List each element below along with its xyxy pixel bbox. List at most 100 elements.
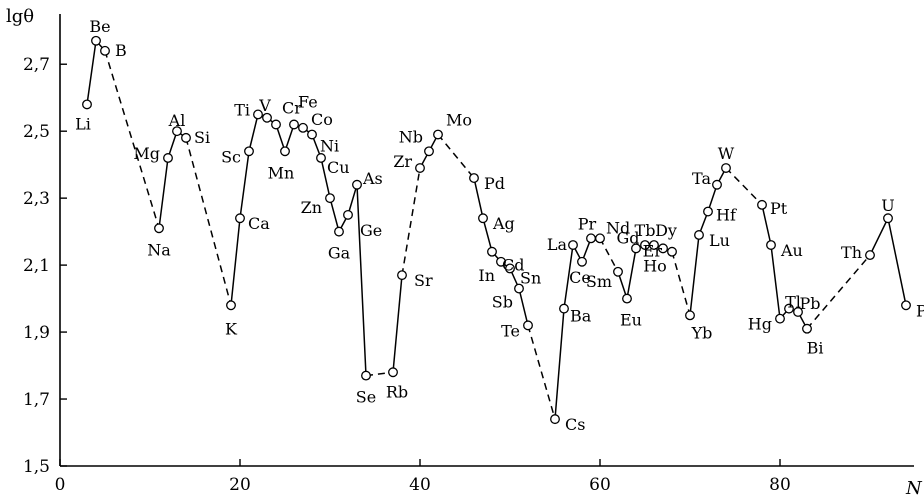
data-point-Ba: [559, 303, 569, 314]
solid-segment: [554, 237, 600, 420]
point-label-B: B: [115, 41, 127, 60]
point-label-Sc: Sc: [221, 147, 241, 166]
point-label-Pd: Pd: [484, 174, 505, 193]
point-label-Pu: Pu: [916, 301, 924, 320]
point-label-Be: Be: [89, 17, 110, 36]
point-label-Ag: Ag: [492, 214, 515, 233]
point-label-Li: Li: [75, 114, 91, 133]
point-label-Ge: Ge: [360, 221, 382, 240]
data-point-Sn: [505, 263, 515, 274]
point-label-Er: Er: [643, 242, 663, 261]
x-axis-label: N: [905, 478, 923, 499]
point-label-Ta: Ta: [692, 169, 711, 188]
point-label-Ce: Ce: [569, 268, 591, 287]
point-label-Tl: Tl: [785, 293, 801, 312]
y-tick-label: 1,9: [23, 323, 50, 343]
data-point-Ho: [658, 243, 668, 254]
dashed-segment: [185, 137, 232, 306]
point-label-Nd: Nd: [606, 218, 630, 237]
point-label-Mn: Mn: [268, 163, 295, 182]
data-point-Ca: [235, 213, 245, 224]
point-label-Au: Au: [780, 241, 803, 260]
data-point-Zn: [325, 193, 335, 204]
data-point-Tl: [784, 303, 794, 314]
data-point-Pu: [901, 300, 911, 311]
data-point-Mn: [280, 146, 290, 157]
point-label-Eu: Eu: [620, 311, 642, 330]
dashed-segment: [104, 50, 160, 229]
point-label-Nb: Nb: [399, 127, 423, 146]
point-label-Fe: Fe: [298, 92, 318, 111]
point-label-Co: Co: [311, 110, 333, 129]
data-point-Nb: [424, 146, 434, 157]
data-point-Sc: [244, 146, 254, 157]
point-label-Rb: Rb: [386, 382, 408, 401]
solid-segment: [869, 215, 907, 306]
data-point-Eu: [622, 293, 632, 304]
point-label-Mo: Mo: [446, 111, 472, 130]
data-points: [82, 35, 911, 425]
solid-segment: [158, 129, 187, 229]
point-label-Pb: Pb: [799, 294, 820, 313]
data-point-La: [568, 240, 578, 250]
data-point-Ti: [253, 109, 263, 120]
data-point-Mg: [163, 153, 173, 163]
y-tick-label: 2,1: [23, 256, 50, 276]
data-point-Au: [766, 240, 776, 250]
point-label-Se: Se: [356, 388, 376, 407]
data-point-Sb: [514, 283, 524, 294]
point-label-Sr: Sr: [414, 271, 433, 290]
point-label-Pt: Pt: [770, 199, 788, 218]
data-point-W: [721, 163, 731, 173]
data-point-Gd: [631, 243, 641, 254]
dashed-segment: [401, 167, 421, 276]
point-label-K: K: [225, 319, 238, 338]
y-tick-label: 1,7: [23, 390, 50, 410]
x-tick-label: 20: [229, 475, 251, 495]
point-label-Th: Th: [841, 243, 862, 262]
point-label-Sb: Sb: [492, 293, 513, 312]
data-point-Cd: [487, 246, 497, 257]
data-point-Cr: [271, 119, 281, 130]
data-point-Dy: [649, 240, 659, 250]
data-point-Cu: [316, 153, 326, 163]
y-tick-label: 1,5: [23, 457, 50, 477]
point-label-U: U: [881, 196, 894, 215]
data-point-Bi: [802, 323, 812, 334]
dashed-segment: [671, 251, 691, 316]
data-point-Th: [865, 250, 875, 261]
data-point-Hg: [775, 313, 785, 324]
data-point-Al: [172, 126, 182, 137]
data-point-Cs: [550, 414, 560, 425]
point-label-Ho: Ho: [643, 256, 667, 275]
point-label-Cd: Cd: [502, 256, 524, 275]
point-label-Cu: Cu: [327, 158, 350, 177]
y-tick-label: 2,3: [23, 189, 50, 209]
point-label-Ti: Ti: [234, 100, 250, 119]
point-label-As: As: [362, 169, 383, 188]
x-tick-label: 80: [769, 475, 791, 495]
data-point-K: [226, 300, 236, 311]
x-tick-label: 0: [55, 475, 66, 495]
dashed-segment: [599, 237, 619, 273]
point-label-In: In: [478, 266, 495, 285]
dashed-segment: [725, 167, 763, 206]
point-label-W: W: [718, 144, 735, 163]
y-axis-label: lgθ: [6, 6, 34, 27]
point-label-Pr: Pr: [578, 214, 597, 233]
data-point-Mo: [433, 129, 443, 140]
data-point-Li: [82, 99, 92, 110]
point-label-Cs: Cs: [565, 415, 585, 434]
data-point-Se: [361, 370, 371, 381]
data-point-Sr: [397, 270, 407, 281]
point-label-Zr: Zr: [393, 152, 412, 171]
data-point-Na: [154, 223, 164, 234]
data-point-In: [496, 256, 506, 267]
point-label-Gd: Gd: [616, 228, 639, 247]
point-label-Si: Si: [194, 128, 210, 147]
data-point-Te: [523, 320, 533, 331]
dashed-segment: [527, 325, 556, 420]
point-label-Hg: Hg: [748, 315, 772, 334]
